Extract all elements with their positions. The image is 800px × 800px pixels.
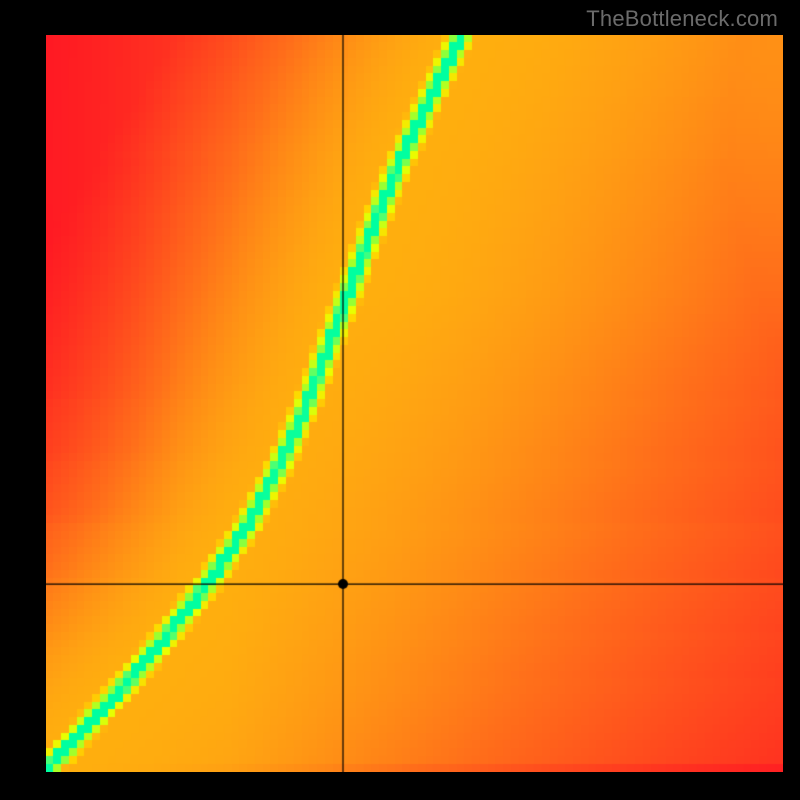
watermark-label: TheBottleneck.com	[586, 6, 778, 32]
chart-container: TheBottleneck.com	[0, 0, 800, 800]
bottleneck-heatmap	[46, 35, 783, 772]
